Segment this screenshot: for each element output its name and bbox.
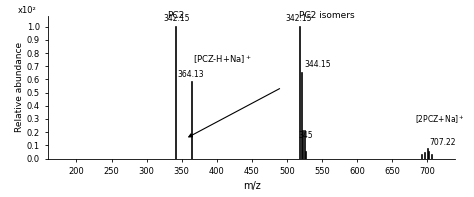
Text: 344.15: 344.15 bbox=[304, 60, 331, 69]
Y-axis label: Relative abundance: Relative abundance bbox=[15, 42, 24, 132]
Text: 364.13: 364.13 bbox=[177, 70, 203, 79]
Text: x10²: x10² bbox=[18, 6, 36, 15]
Text: 707.22: 707.22 bbox=[429, 138, 456, 147]
Text: 342.15: 342.15 bbox=[163, 14, 190, 23]
Text: PC2 isomers: PC2 isomers bbox=[299, 11, 355, 20]
X-axis label: m/z: m/z bbox=[243, 181, 261, 191]
Text: 345: 345 bbox=[298, 131, 313, 140]
Text: 342.15: 342.15 bbox=[285, 14, 311, 23]
Text: [PCZ-H+Na]$^+$: [PCZ-H+Na]$^+$ bbox=[193, 54, 252, 66]
Text: [2PCZ+Na]$^+$: [2PCZ+Na]$^+$ bbox=[415, 113, 465, 125]
Text: PC2: PC2 bbox=[168, 11, 185, 20]
